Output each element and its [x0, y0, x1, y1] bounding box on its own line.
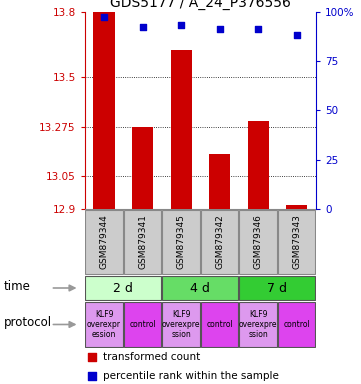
Bar: [278, 302, 316, 347]
Point: [89, 354, 95, 360]
Bar: [162, 276, 239, 300]
Text: GSM879342: GSM879342: [215, 215, 224, 269]
Point: [89, 373, 95, 379]
Text: GSM879346: GSM879346: [254, 215, 262, 269]
Bar: [85, 276, 161, 300]
Point: [217, 26, 222, 32]
Bar: [170, 50, 192, 209]
Bar: [201, 210, 239, 274]
Bar: [124, 210, 161, 274]
Text: 2 d: 2 d: [113, 281, 133, 295]
Bar: [201, 302, 239, 347]
Title: GDS5177 / A_24_P376556: GDS5177 / A_24_P376556: [110, 0, 291, 10]
Text: 7 d: 7 d: [268, 281, 287, 295]
Point: [140, 24, 145, 30]
Bar: [85, 210, 123, 274]
Bar: [124, 302, 161, 347]
Text: transformed count: transformed count: [103, 352, 201, 362]
Text: GSM879341: GSM879341: [138, 215, 147, 269]
Text: 4 d: 4 d: [190, 281, 210, 295]
Bar: [162, 210, 200, 274]
Bar: [132, 127, 153, 209]
Text: time: time: [4, 280, 30, 293]
Bar: [278, 210, 316, 274]
Text: protocol: protocol: [4, 316, 52, 329]
Text: control: control: [129, 320, 156, 329]
Bar: [162, 302, 200, 347]
Point: [255, 26, 261, 32]
Text: KLF9
overexpr
ession: KLF9 overexpr ession: [87, 310, 121, 339]
Point: [101, 14, 107, 20]
Text: GSM879345: GSM879345: [177, 215, 186, 269]
Bar: [239, 302, 277, 347]
Bar: [93, 12, 115, 209]
Bar: [209, 154, 230, 209]
Point: [178, 22, 184, 28]
Text: control: control: [283, 320, 310, 329]
Text: KLF9
overexpre
ssion: KLF9 overexpre ssion: [239, 310, 277, 339]
Text: percentile rank within the sample: percentile rank within the sample: [103, 371, 279, 381]
Point: [294, 32, 300, 38]
Text: GSM879343: GSM879343: [292, 215, 301, 269]
Text: control: control: [206, 320, 233, 329]
Bar: [239, 276, 316, 300]
Bar: [286, 205, 307, 209]
Bar: [248, 121, 269, 209]
Text: KLF9
overexpre
ssion: KLF9 overexpre ssion: [162, 310, 200, 339]
Bar: [85, 302, 123, 347]
Bar: [239, 210, 277, 274]
Text: GSM879344: GSM879344: [100, 215, 109, 269]
